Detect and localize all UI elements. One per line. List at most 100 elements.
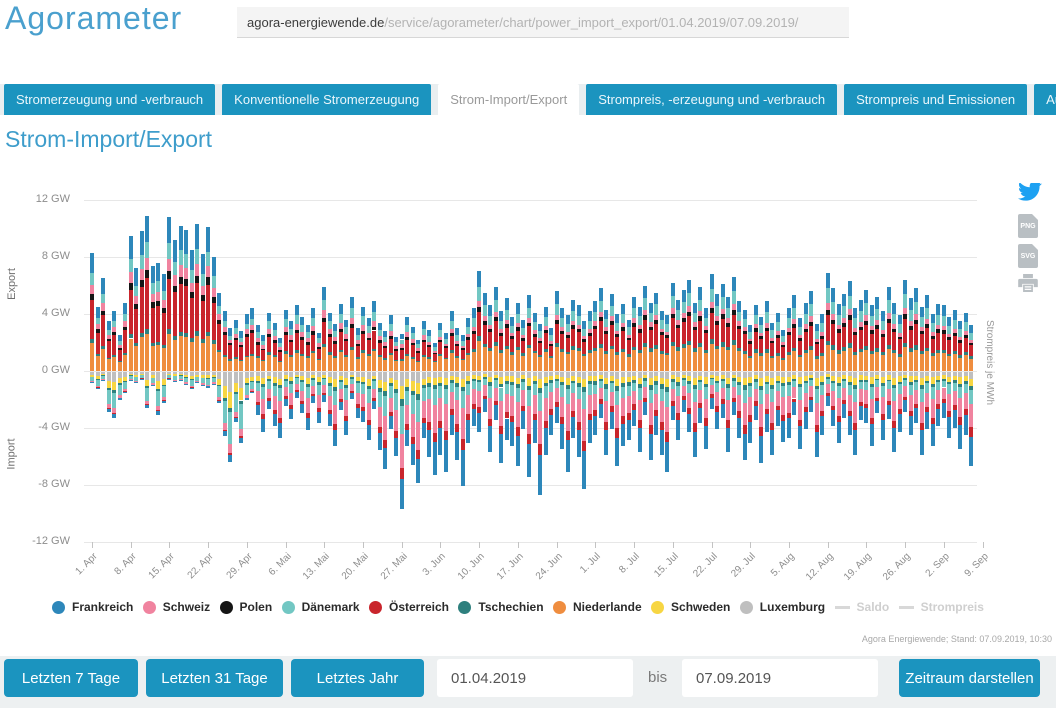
bar-export-d-nemark[interactable]	[919, 317, 924, 327]
bar-import-schweiz[interactable]	[444, 403, 448, 431]
bar-import-schweiz[interactable]	[255, 391, 260, 402]
bar-import-schweden[interactable]	[698, 375, 703, 380]
bar-export-schweiz[interactable]	[858, 321, 863, 327]
bar-export-frankreich[interactable]	[864, 289, 869, 303]
bar-import-sterreich[interactable]	[892, 421, 897, 428]
bar-export-schweiz[interactable]	[936, 324, 941, 330]
bar-export-schweiz[interactable]	[338, 322, 343, 329]
bar-export-sterreich[interactable]	[482, 324, 487, 344]
bar-import-frankreich[interactable]	[853, 429, 858, 455]
bar-export-sterreich[interactable]	[726, 326, 731, 347]
bar-import-schweden[interactable]	[786, 376, 791, 383]
bar-export-tschechien[interactable]	[432, 361, 437, 363]
bar-export-tschechien[interactable]	[593, 347, 598, 352]
bar-import-tschechien[interactable]	[482, 377, 487, 379]
bar-import-d-nemark[interactable]	[947, 384, 952, 395]
bar-import-frankreich[interactable]	[189, 387, 194, 390]
bar-export-frankreich[interactable]	[753, 305, 758, 316]
bar-export-d-nemark[interactable]	[150, 283, 155, 294]
bar-import-sterreich[interactable]	[444, 430, 448, 440]
bar-export-sterreich[interactable]	[654, 323, 659, 346]
bar-export-frankreich[interactable]	[432, 342, 437, 348]
bar-import-d-nemark[interactable]	[604, 388, 609, 401]
bar-import-sterreich[interactable]	[327, 409, 332, 415]
bar-export-schweiz[interactable]	[289, 335, 294, 340]
bar-export-polen[interactable]	[305, 342, 310, 345]
bar-export-niederlande[interactable]	[178, 336, 183, 371]
bar-import-luxemburg[interactable]	[239, 372, 244, 388]
bar-export-polen[interactable]	[875, 325, 880, 329]
bar-import-frankreich[interactable]	[128, 379, 133, 381]
bar-export-polen[interactable]	[217, 320, 222, 324]
bar-import-luxemburg[interactable]	[941, 372, 946, 376]
bar-export-d-nemark[interactable]	[781, 336, 786, 343]
bar-import-frankreich[interactable]	[206, 386, 211, 388]
bar-import-frankreich[interactable]	[338, 402, 343, 411]
bar-export-schweiz[interactable]	[460, 346, 465, 349]
bar-import-frankreich[interactable]	[709, 397, 714, 410]
bar-import-luxemburg[interactable]	[731, 372, 736, 375]
bar-export-polen[interactable]	[908, 325, 913, 330]
bar-import-luxemburg[interactable]	[930, 372, 935, 378]
bar-import-schweiz[interactable]	[969, 403, 974, 428]
bar-export-frankreich[interactable]	[560, 308, 565, 319]
bar-import-schweiz[interactable]	[549, 392, 554, 409]
bar-export-sterreich[interactable]	[184, 286, 189, 333]
bar-import-sterreich[interactable]	[670, 401, 675, 406]
bar-export-frankreich[interactable]	[211, 257, 216, 277]
bar-export-d-nemark[interactable]	[925, 307, 930, 319]
bar-import-d-nemark[interactable]	[510, 384, 515, 396]
bar-export-sterreich[interactable]	[963, 337, 968, 353]
bar-import-luxemburg[interactable]	[95, 372, 100, 376]
bar-import-tschechien[interactable]	[134, 376, 139, 378]
bar-import-schweiz[interactable]	[936, 390, 941, 404]
bar-export-schweiz[interactable]	[560, 327, 565, 331]
bar-export-polen[interactable]	[676, 324, 681, 329]
bar-export-d-nemark[interactable]	[388, 323, 393, 331]
bar-import-schweden[interactable]	[488, 376, 493, 383]
bar-export-d-nemark[interactable]	[477, 287, 482, 302]
bar-export-sterreich[interactable]	[239, 347, 244, 361]
bar-export-sterreich[interactable]	[715, 324, 720, 346]
bar-export-polen[interactable]	[720, 314, 725, 319]
bar-import-luxemburg[interactable]	[134, 372, 139, 375]
legend-item-strompreis[interactable]: Strompreis	[898, 600, 984, 614]
bar-export-schweiz[interactable]	[211, 287, 216, 297]
bar-export-tschechien[interactable]	[538, 354, 543, 357]
bar-import-sterreich[interactable]	[361, 406, 366, 411]
bar-import-sterreich[interactable]	[969, 427, 974, 437]
bar-import-frankreich[interactable]	[560, 424, 565, 449]
bar-import-schweden[interactable]	[582, 379, 587, 388]
bar-import-schweden[interactable]	[615, 378, 620, 387]
bar-export-niederlande[interactable]	[587, 353, 592, 371]
bar-import-schweiz[interactable]	[892, 400, 897, 422]
bar-export-sterreich[interactable]	[477, 312, 482, 337]
bar-export-sterreich[interactable]	[609, 324, 614, 346]
last-year-button[interactable]: Letztes Jahr	[291, 659, 424, 697]
bar-export-d-nemark[interactable]	[742, 318, 747, 328]
bar-export-niederlande[interactable]	[665, 355, 670, 371]
bar-import-d-nemark[interactable]	[466, 384, 471, 395]
bar-export-tschechien[interactable]	[217, 349, 222, 353]
bar-import-schweiz[interactable]	[875, 386, 880, 398]
bar-export-d-nemark[interactable]	[333, 331, 338, 338]
bar-export-schweiz[interactable]	[272, 336, 277, 341]
bar-export-niederlande[interactable]	[521, 355, 526, 371]
bar-import-luxemburg[interactable]	[449, 372, 454, 376]
bar-import-schweden[interactable]	[659, 377, 664, 385]
bar-import-d-nemark[interactable]	[637, 387, 642, 400]
bar-export-niederlande[interactable]	[477, 341, 482, 371]
bar-export-d-nemark[interactable]	[355, 334, 360, 341]
bar-export-polen[interactable]	[488, 329, 493, 333]
bar-export-polen[interactable]	[515, 327, 520, 331]
bar-import-sterreich[interactable]	[836, 416, 841, 422]
bar-export-d-nemark[interactable]	[200, 274, 205, 286]
bar-import-d-nemark[interactable]	[742, 389, 747, 403]
bar-export-polen[interactable]	[239, 345, 244, 348]
tab-strompreis-erzeugung-und-verbrauch[interactable]: Strompreis, -erzeugung und -verbrauch	[586, 84, 838, 115]
bar-export-polen[interactable]	[432, 352, 437, 355]
bar-export-polen[interactable]	[333, 341, 338, 344]
bar-export-niederlande[interactable]	[322, 347, 327, 371]
bar-export-d-nemark[interactable]	[759, 324, 764, 333]
bar-import-luxemburg[interactable]	[156, 372, 161, 382]
